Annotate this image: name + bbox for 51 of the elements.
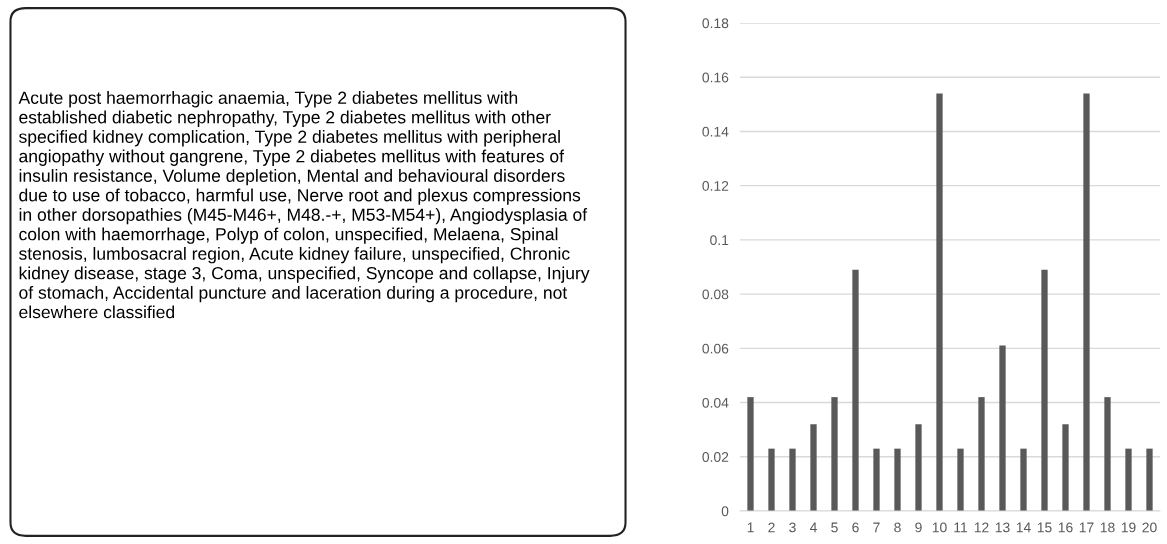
bar [999,345,1006,511]
x-tick-label: 18 [1100,522,1115,533]
x-tick-label: 17 [1079,522,1094,533]
bar [957,448,964,511]
bar [810,424,817,511]
x-tick-label: 5 [831,522,838,533]
bar [789,448,796,511]
x-tick-label: 15 [1037,522,1052,533]
bar [1062,424,1069,511]
x-tick-label: 12 [974,522,989,533]
y-tick-label: 0.1 [710,235,729,246]
x-tick-label: 9 [915,522,922,533]
bar [1083,93,1090,511]
x-tick-label: 16 [1058,522,1073,533]
bar [978,397,985,511]
bar [768,448,775,511]
y-tick-label: 0 [721,506,729,517]
y-tick-label: 0.04 [702,397,729,408]
y-tick-label: 0.02 [702,452,729,462]
y-tick-label: 0.14 [702,126,729,137]
x-tick-label: 11 [954,522,968,533]
bar [1146,448,1153,511]
x-tick-label: 7 [873,522,880,533]
x-tick-label: 6 [852,522,859,533]
x-tick-label: 1 [747,522,754,533]
x-tick-label: 19 [1121,522,1136,533]
bar [936,93,943,511]
x-tick-label: 8 [894,522,901,533]
x-tick-label: 3 [789,522,796,533]
bar [1104,397,1111,511]
y-tick-label: 0.16 [702,72,729,83]
bar [747,397,754,511]
bar [894,448,901,511]
bar [915,424,922,511]
x-tick-label: 20 [1142,522,1157,533]
bar [831,397,838,511]
bar [852,269,859,511]
x-tick-label: 13 [995,522,1010,533]
bar [1041,269,1048,511]
x-tick-label: 14 [1016,522,1031,533]
y-tick-label: 0.08 [702,289,729,300]
y-tick-label: 0.18 [702,18,729,29]
x-tick-label: 2 [768,522,775,533]
bar [873,448,880,511]
bar [1125,448,1132,511]
bar [1020,448,1027,511]
x-tick-label: 10 [932,522,947,533]
y-tick-label: 0.06 [702,343,729,354]
text: Acute post haemorrhagic anaemia, Type 2 diabetes mellitus with established diabetic nephropathy, Type 2 diabetes mellitus with other specified kidney complication, Type 2 diabetes mellitus with peripheral angiopathy without gangrene, Type 2 diabetes mellitus with features of insulin resistance, Volume depletion, Mental and behavioural disorders due to use of tobacco, harmful use, Nerve root and plexus compressions in other dorsopathies (M45-M46+, M48.-+, M53-M54+), Angiodysplasia of colon with haemorrhage, Polyp of colon, unspecified, Melaena, Spinal stenosis, lumbosacral region, Acute kidney failure, unspecified, Chronic kidney disease, stage 3, Coma, unspecified, Syncope and collapse, Injury of stomach, Accidental puncture and laceration during a procedure, not elsewhere classified [18,91,590,319]
x-tick-label: 4 [809,522,817,533]
y-tick-label: 0.12 [702,181,729,191]
